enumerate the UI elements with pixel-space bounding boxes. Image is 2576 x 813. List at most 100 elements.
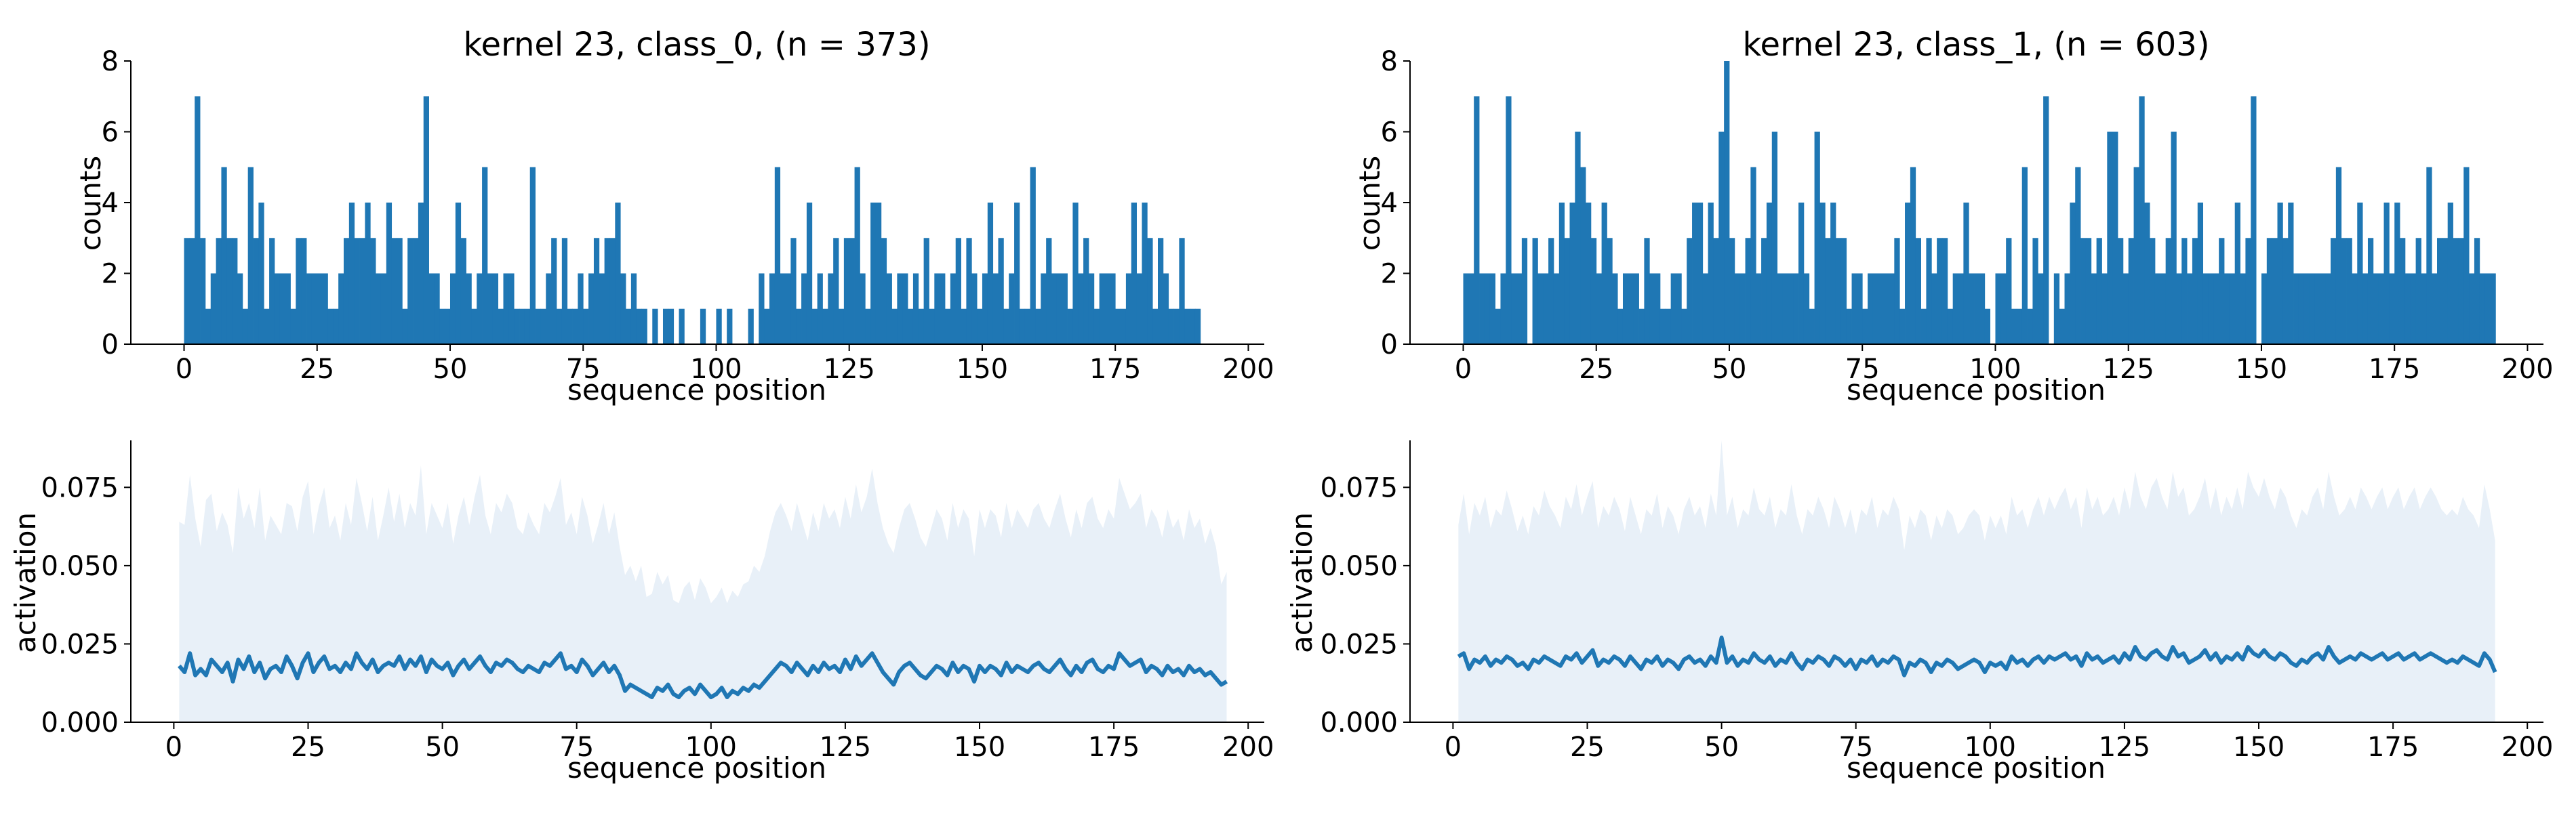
bar — [1905, 203, 1911, 344]
x-tick-label: 150 — [2236, 354, 2287, 385]
bar — [200, 238, 206, 344]
bar — [1179, 238, 1185, 344]
bar — [1617, 308, 1624, 344]
x-tick-label: 100 — [685, 732, 737, 763]
bar — [370, 238, 376, 344]
y-tick-label: 0.075 — [1320, 472, 1398, 503]
bar — [1495, 308, 1501, 344]
bar — [2197, 203, 2204, 344]
x-tick-label: 50 — [433, 354, 468, 385]
x-tick-label: 25 — [1579, 354, 1613, 385]
x-tick-label: 175 — [2367, 732, 2419, 763]
bar — [849, 238, 855, 344]
bar — [264, 308, 270, 344]
bar — [2442, 238, 2449, 344]
x-tick-label: 50 — [1704, 732, 1739, 763]
y-tick-label: 0 — [102, 329, 119, 360]
bar — [2080, 238, 2087, 344]
x-tick-label: 0 — [176, 354, 193, 385]
bar — [1173, 308, 1180, 344]
bar — [1543, 273, 1549, 344]
x-tick-label: 150 — [2233, 732, 2285, 763]
bar — [1857, 273, 1863, 344]
bar — [551, 238, 557, 344]
bar — [1601, 203, 1607, 344]
bar — [1878, 273, 1885, 344]
activation-range-band — [1458, 440, 2495, 722]
bar — [1553, 273, 1560, 344]
bar — [2432, 273, 2438, 344]
bar — [1500, 273, 1506, 344]
bar — [2011, 308, 2017, 344]
bar — [652, 308, 658, 344]
bar — [955, 238, 961, 344]
bar — [2064, 273, 2070, 344]
bar — [604, 238, 610, 344]
bar — [2367, 238, 2374, 344]
y-tick-label: 0.025 — [41, 629, 119, 660]
bar — [1575, 131, 1581, 344]
bar — [1958, 273, 1964, 344]
bars — [1463, 61, 2496, 344]
bar — [2341, 238, 2347, 344]
y-tick-label: 2 — [1381, 259, 1398, 290]
bar — [561, 238, 568, 344]
bar — [210, 273, 216, 344]
x-tick-label: 175 — [1089, 354, 1141, 385]
bar — [940, 273, 946, 344]
bar — [546, 273, 552, 344]
x-tick-label: 175 — [1088, 732, 1140, 763]
bar — [828, 273, 834, 344]
y-tick-label: 8 — [102, 46, 119, 77]
bar — [1633, 273, 1639, 344]
bar — [477, 273, 483, 344]
bar — [1489, 273, 1495, 344]
bar — [2282, 238, 2289, 344]
bar — [1708, 203, 1714, 344]
bar — [2331, 238, 2337, 344]
bar — [1713, 238, 1719, 344]
bar — [1697, 203, 1704, 344]
bar — [2303, 273, 2310, 344]
bar — [2150, 238, 2156, 344]
bar — [2219, 238, 2225, 344]
bar — [780, 273, 786, 344]
bar — [498, 308, 504, 344]
bar — [1947, 308, 1954, 344]
bar — [2229, 273, 2236, 344]
x-tick-label: 25 — [291, 732, 325, 763]
x-tick-label: 50 — [1712, 354, 1747, 385]
bar — [1110, 273, 1116, 344]
bar — [2181, 238, 2188, 344]
bar — [2176, 273, 2182, 344]
bar — [1564, 238, 1570, 344]
y-tick-label: 0.000 — [1320, 707, 1398, 738]
bar — [588, 273, 595, 344]
bar — [348, 203, 355, 344]
bar — [449, 273, 456, 344]
bar — [2469, 273, 2475, 344]
x-axis-label: sequence position — [1847, 751, 2106, 785]
y-tick-label: 0 — [1381, 329, 1398, 360]
bar — [918, 308, 925, 344]
bar — [1136, 273, 1142, 344]
bar — [184, 238, 190, 344]
bar — [870, 203, 877, 344]
bar — [1607, 238, 1613, 344]
bar — [391, 238, 397, 344]
bar — [971, 273, 978, 344]
bar — [2293, 273, 2299, 344]
bar — [748, 308, 754, 344]
bar — [290, 308, 296, 344]
bar — [1083, 238, 1089, 344]
bar — [1003, 308, 1009, 344]
bar — [247, 167, 254, 344]
x-tick-label: 75 — [1845, 354, 1880, 385]
bar — [338, 273, 344, 344]
bar — [2447, 203, 2453, 344]
bar — [2404, 273, 2411, 344]
bar — [1809, 308, 1815, 344]
bar — [992, 273, 999, 344]
bar — [811, 308, 818, 344]
bar — [1915, 238, 1921, 344]
